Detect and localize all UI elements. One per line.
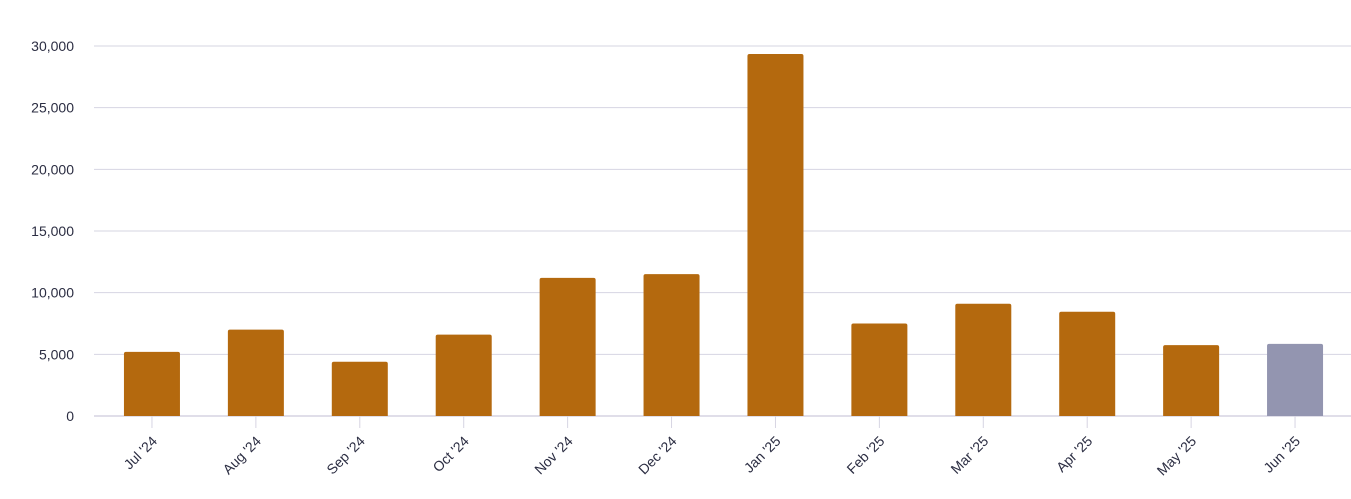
bar-sep-24[interactable] <box>331 361 388 416</box>
gridlines <box>94 45 1351 417</box>
bar-jul-24[interactable] <box>123 351 180 416</box>
x-tick-label: Oct '24 <box>429 433 472 476</box>
x-tick-label: Nov '24 <box>531 433 576 478</box>
bar-apr-25[interactable] <box>1059 311 1116 416</box>
bars <box>123 54 1324 417</box>
bar-aug-24[interactable] <box>227 329 284 416</box>
x-tick-label: Dec '24 <box>635 433 680 478</box>
x-tick-label: Sep '24 <box>323 433 368 478</box>
x-tick-label: Jul '24 <box>120 433 160 473</box>
x-tick-label: Apr '25 <box>1053 433 1096 476</box>
y-axis-ticks: 0 5,000 10,000 15,000 20,000 25,000 30,000 <box>31 38 74 424</box>
x-tick-label: Aug '24 <box>219 433 264 478</box>
x-axis-ticks: Jul '24 Aug '24 Sep '24 Oct '24 Nov '24 Dec '… <box>120 416 1303 478</box>
bar-oct-24[interactable] <box>435 334 492 416</box>
x-tick-label: Mar '25 <box>947 433 991 477</box>
y-tick-label: 25,000 <box>31 100 74 116</box>
bar-nov-24[interactable] <box>539 277 596 416</box>
bar-jan-25[interactable] <box>747 54 804 417</box>
y-tick-label: 30,000 <box>31 38 74 54</box>
y-tick-label: 0 <box>66 408 74 424</box>
bar-feb-25[interactable] <box>851 323 908 417</box>
x-tick-label: Feb '25 <box>843 433 887 477</box>
y-tick-label: 10,000 <box>31 285 74 301</box>
bar-mar-25[interactable] <box>955 303 1012 416</box>
x-tick-label: Jun '25 <box>1260 433 1303 476</box>
x-tick-label: Jan '25 <box>741 433 784 476</box>
bar-may-25[interactable] <box>1163 345 1220 416</box>
bar-dec-24[interactable] <box>643 274 700 416</box>
y-tick-label: 20,000 <box>31 161 74 177</box>
bar-jun-25[interactable] <box>1267 343 1324 416</box>
x-tick-label: May '25 <box>1154 433 1200 479</box>
y-tick-label: 5,000 <box>39 346 74 362</box>
y-tick-label: 15,000 <box>31 223 74 239</box>
